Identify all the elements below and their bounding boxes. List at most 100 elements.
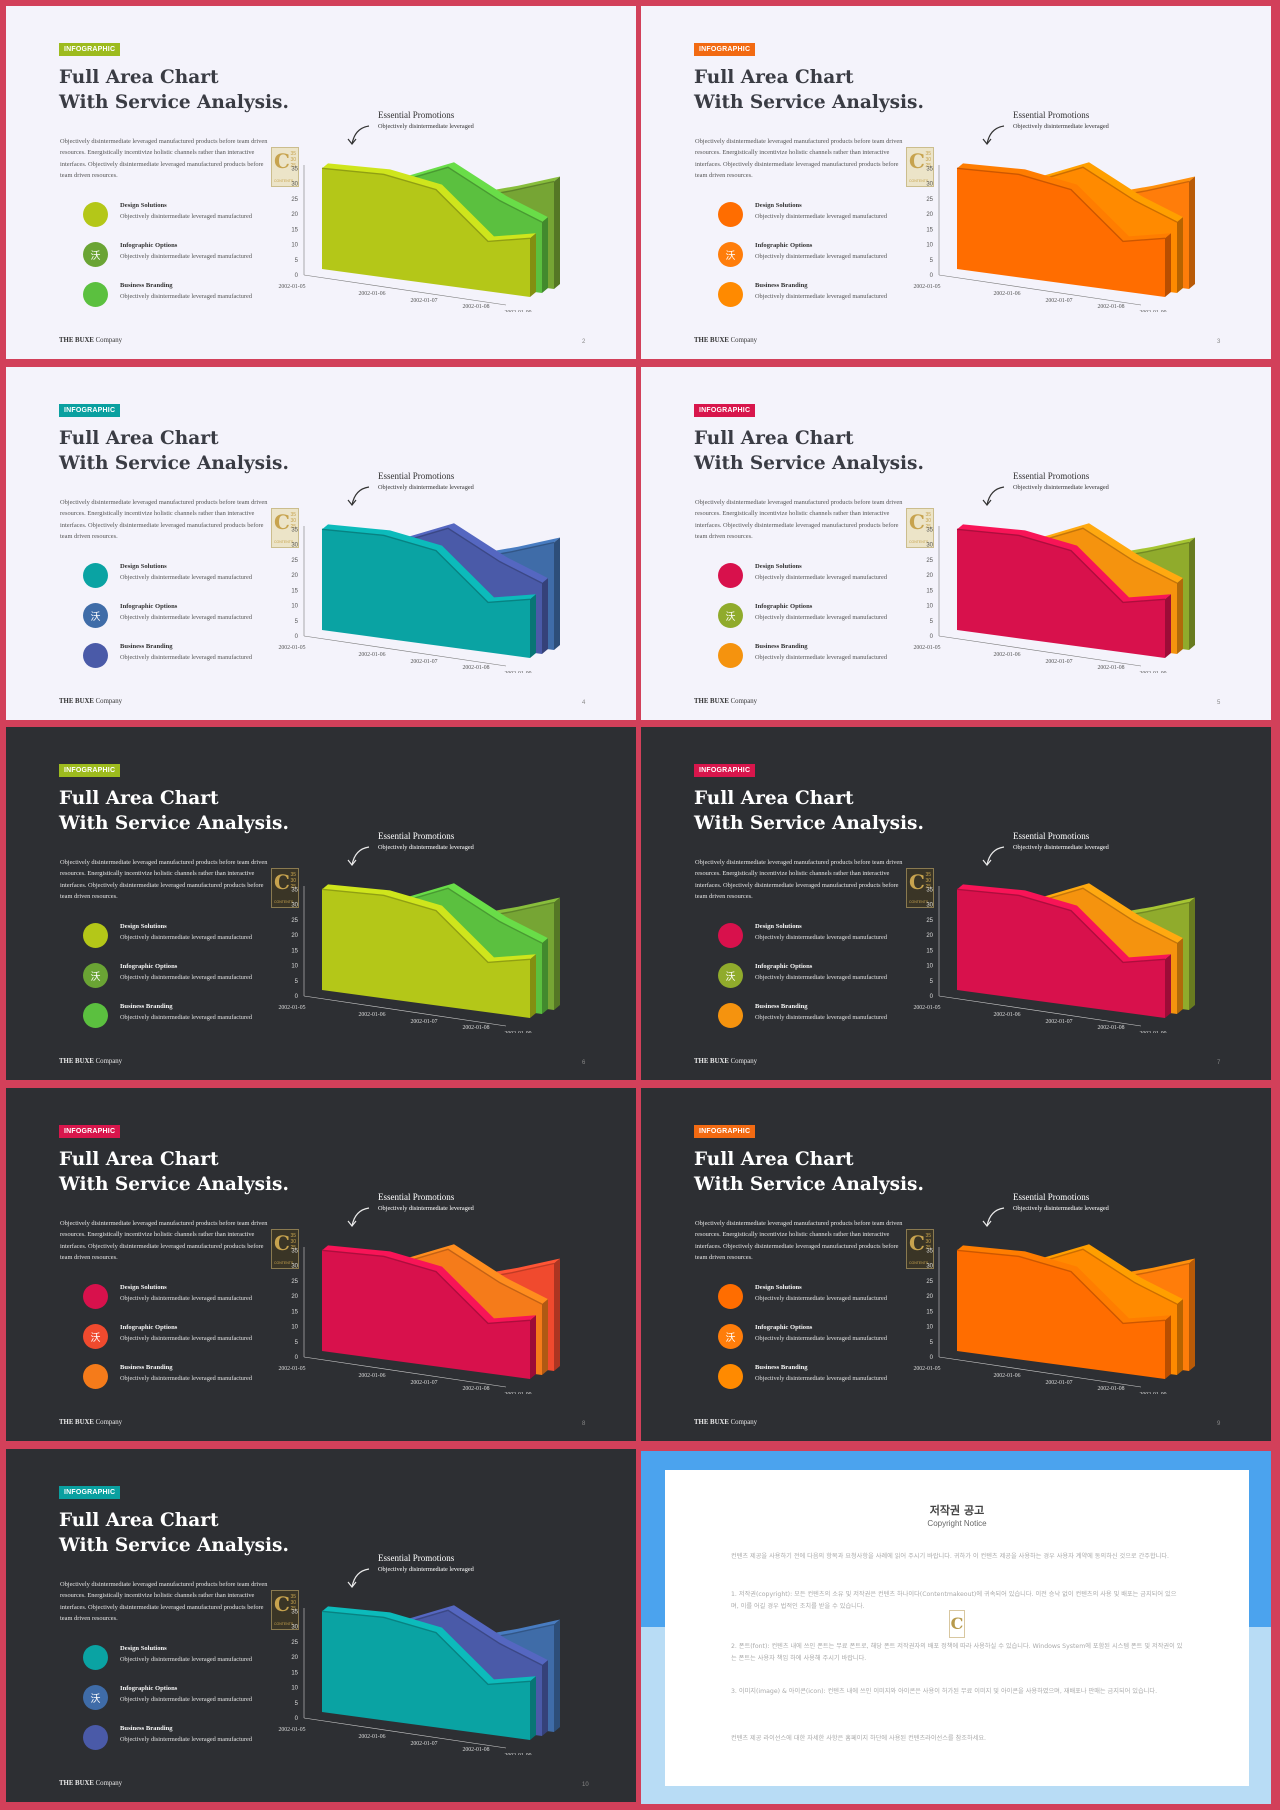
annotation-subtitle: Objectively disintermediate leveraged xyxy=(378,844,474,851)
x-tick-label: 2002-01-09 xyxy=(1139,1031,1166,1033)
circle-icon xyxy=(83,1364,108,1389)
logo-numbers: 35 30 25 xyxy=(290,1594,296,1612)
circle-icon: 沃 xyxy=(83,963,108,988)
series-2-side xyxy=(542,1660,548,1736)
y-tick-label: 5 xyxy=(295,979,299,985)
contents-logo-icon: C 35 30 25 CONTENTS xyxy=(271,508,299,548)
contents-logo-icon: C 35 30 25 CONTENTS xyxy=(906,868,934,908)
area-chart: 0 5 10 15 20 25 30 35 2002-01-05 2002-01-06 2002-0… xyxy=(913,162,1195,312)
title-line-2: With Service Analysis. xyxy=(59,453,289,474)
series-1-area xyxy=(957,1250,1165,1379)
series-2-side xyxy=(1177,1299,1183,1375)
list-item: 沃 Infographic Options Objectively disint… xyxy=(83,963,283,991)
list-item-subtitle: Objectively disintermediate leveraged ma… xyxy=(120,574,253,581)
y-tick-label: 30 xyxy=(926,1264,933,1270)
series-1-area xyxy=(957,168,1165,297)
y-tick-label: 35 xyxy=(926,1248,933,1254)
series-1-side xyxy=(530,233,536,297)
list-item-subtitle: Objectively disintermediate leveraged ma… xyxy=(755,1335,888,1342)
x-tick-label: 2002-01-08 xyxy=(1097,1025,1124,1031)
footer-brand: THE BUXE Company xyxy=(59,698,123,705)
y-tick-label: 30 xyxy=(291,1264,298,1270)
list-item-subtitle: Objectively disintermediate leveraged ma… xyxy=(755,253,888,260)
series-1-line xyxy=(956,888,1166,964)
title-line-2: With Service Analysis. xyxy=(59,92,289,113)
slide-description: Objectively disintermediate leveraged ma… xyxy=(60,1220,268,1262)
series-2-side xyxy=(542,217,548,293)
footer-brand: THE BUXE Company xyxy=(59,1419,123,1426)
y-tick-label: 35 xyxy=(291,166,298,172)
list-item-subtitle: Objectively disintermediate leveraged ma… xyxy=(120,213,253,220)
copyright-paragraph: 3. 이미지(image) & 아이콘(icon): 컨텐츠 내에 쓰인 이미지… xyxy=(731,1688,1158,1695)
circle-icon xyxy=(718,202,743,227)
y-tick-label: 5 xyxy=(930,619,934,625)
curved-arrow-icon xyxy=(347,1568,370,1588)
circle-icon xyxy=(83,1645,108,1670)
list-item: Design Solutions Objectively disintermed… xyxy=(83,202,283,230)
logo-letter: C xyxy=(909,1231,925,1255)
y-tick-label: 10 xyxy=(926,1325,933,1331)
y-tick-label: 10 xyxy=(291,1686,298,1692)
x-tick-label: 2002-01-08 xyxy=(1097,665,1124,671)
y-tick-label: 10 xyxy=(291,243,298,249)
slide-title: Full Area Chart With Service Analysis. xyxy=(694,1147,934,1197)
area-chart: 0 5 10 15 20 25 30 35 2002-01-05 2002-01-06 2002-0… xyxy=(913,883,1195,1033)
y-tick-label: 5 xyxy=(930,1340,934,1346)
x-tick-label: 2002-01-06 xyxy=(993,652,1020,658)
annotation-subtitle: Objectively disintermediate leveraged xyxy=(1013,484,1109,491)
list-item-subtitle: Objectively disintermediate leveraged ma… xyxy=(120,293,253,300)
circle-icon: 沃 xyxy=(83,242,108,267)
x-axis-line xyxy=(303,1717,507,1749)
logo-letter: C xyxy=(274,870,290,894)
series-3-side xyxy=(1189,176,1195,289)
footer-brand: THE BUXE Company xyxy=(59,337,123,344)
y-tick-label: 15 xyxy=(926,1309,933,1315)
x-tick-label: 2002-01-06 xyxy=(993,1373,1020,1379)
x-axis-line xyxy=(303,274,507,306)
y-tick-label: 15 xyxy=(291,1309,298,1315)
annotation-title: Essential Promotions xyxy=(378,471,455,481)
list-item: Business Branding Objectively disinterme… xyxy=(83,282,283,310)
slide-description: Objectively disintermediate leveraged ma… xyxy=(695,1220,903,1262)
y-tick-label: 20 xyxy=(291,573,298,579)
title-line-2: With Service Analysis. xyxy=(694,1174,924,1195)
list-item: Business Branding Objectively disinterme… xyxy=(718,282,918,310)
x-tick-label: 2002-01-07 xyxy=(1045,1019,1072,1025)
list-item-title: Business Branding xyxy=(120,1364,173,1371)
list-item: 沃 Infographic Options Objectively disint… xyxy=(83,1685,283,1713)
slide-description: Objectively disintermediate leveraged ma… xyxy=(695,499,903,541)
x-tick-label: 2002-01-07 xyxy=(1045,659,1072,665)
y-tick-label: 30 xyxy=(926,543,933,549)
copyright-card: 저작권 공고 Copyright Notice 컨텐츠 제공을 사용하기 전에 … xyxy=(665,1470,1249,1786)
y-tick-label: 25 xyxy=(291,197,298,203)
curved-arrow-icon xyxy=(982,486,1005,506)
list-item: Design Solutions Objectively disintermed… xyxy=(83,1645,283,1673)
x-tick-label: 2002-01-08 xyxy=(462,304,489,310)
title-line-1: Full Area Chart xyxy=(59,67,219,88)
logo-letter: C xyxy=(274,1592,290,1616)
list-item: Design Solutions Objectively disintermed… xyxy=(718,923,918,951)
circle-icon: 沃 xyxy=(83,603,108,628)
series-1-line xyxy=(321,1249,531,1325)
slide-page-6: INFOGRAPHIC Full Area Chart With Service… xyxy=(6,727,636,1080)
x-tick-label: 2002-01-06 xyxy=(358,1734,385,1740)
title-line-2: With Service Analysis. xyxy=(59,1535,289,1556)
x-tick-label: 2002-01-06 xyxy=(358,652,385,658)
annotation-title: Essential Promotions xyxy=(378,110,455,120)
chart-annotation: Essential Promotions Objectively disinte… xyxy=(378,831,474,851)
chart-annotation: Essential Promotions Objectively disinte… xyxy=(1013,1192,1109,1212)
x-tick-label: 2002-01-06 xyxy=(993,291,1020,297)
list-item-subtitle: Objectively disintermediate leveraged ma… xyxy=(120,1375,253,1382)
y-tick-label: 20 xyxy=(291,1655,298,1661)
list-item-subtitle: Objectively disintermediate leveraged ma… xyxy=(755,1014,888,1021)
contents-logo-icon: C 35 30 25 CONTENTS xyxy=(906,1229,934,1269)
slide-page-9: INFOGRAPHIC Full Area Chart With Service… xyxy=(641,1088,1271,1441)
circle-icon xyxy=(718,282,743,307)
title-line-1: Full Area Chart xyxy=(59,1510,219,1531)
circle-icon xyxy=(83,1284,108,1309)
slide-description: Objectively disintermediate leveraged ma… xyxy=(60,859,268,901)
infographic-badge: INFOGRAPHIC xyxy=(694,764,756,777)
y-tick-label: 25 xyxy=(926,558,933,564)
x-tick-label: 2002-01-08 xyxy=(462,1386,489,1392)
page-number: 6 xyxy=(582,1060,586,1066)
